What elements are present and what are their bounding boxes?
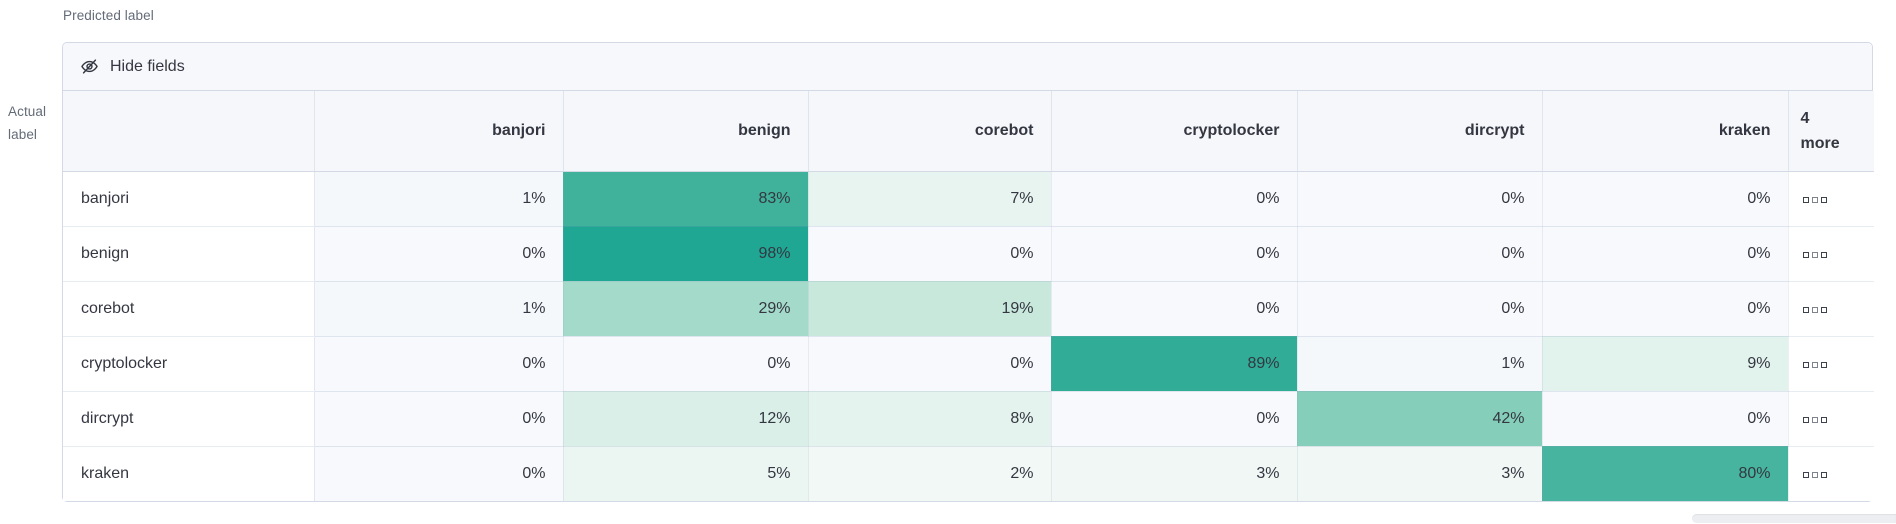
matrix-cell: 0% [808, 226, 1052, 282]
table-row-benign: benign 0% 98% 0% 0% 0% 0% [63, 226, 1874, 282]
matrix-cell: 0% [808, 336, 1052, 392]
boxes-horizontal-icon [1802, 251, 1827, 258]
table-row-banjori: banjori 1% 83% 7% 0% 0% 0% [63, 171, 1874, 227]
more-columns-button[interactable] [1788, 281, 1874, 337]
row-label: kraken [63, 446, 315, 501]
matrix-cell: 42% [1297, 391, 1543, 447]
table-row-dircrypt: dircrypt 0% 12% 8% 0% 42% 0% [63, 391, 1874, 447]
header-corner-cell [63, 91, 315, 172]
matrix-cell: 0% [314, 226, 564, 282]
table-row-kraken: kraken 0% 5% 2% 3% 3% 80% [63, 446, 1874, 501]
row-label: dircrypt [63, 391, 315, 447]
actual-axis-label: Actual label [8, 100, 58, 146]
matrix-cell: 83% [563, 171, 809, 227]
matrix-cell: 0% [314, 446, 564, 501]
eye-closed-icon [81, 59, 98, 74]
matrix-cell: 1% [1297, 336, 1543, 392]
row-label: corebot [63, 281, 315, 337]
hide-fields-button[interactable]: Hide fields [63, 43, 1872, 91]
row-label: benign [63, 226, 315, 282]
matrix-cell: 3% [1297, 446, 1543, 501]
matrix-cell: 0% [1297, 171, 1543, 227]
matrix-cell: 19% [808, 281, 1052, 337]
matrix-cell: 0% [314, 391, 564, 447]
actual-axis-label-line1: Actual [8, 104, 47, 119]
confusion-matrix-table: banjori benign corebot cryptolocker dirc… [63, 91, 1874, 501]
column-header-banjori[interactable]: banjori [314, 91, 564, 172]
more-header-count: 4 [1800, 109, 1810, 127]
more-columns-button[interactable] [1788, 171, 1874, 227]
matrix-cell: 0% [1297, 281, 1543, 337]
predicted-axis-label: Predicted label [63, 8, 154, 23]
matrix-cell: 0% [1051, 171, 1298, 227]
matrix-cell: 5% [563, 446, 809, 501]
matrix-cell: 0% [1051, 226, 1298, 282]
column-header-kraken[interactable]: kraken [1542, 91, 1789, 172]
matrix-cell: 2% [808, 446, 1052, 501]
more-columns-button[interactable] [1788, 446, 1874, 501]
boxes-horizontal-icon [1802, 416, 1827, 423]
boxes-horizontal-icon [1802, 471, 1827, 478]
column-header-more[interactable]: 4 more [1788, 91, 1874, 172]
more-columns-button[interactable] [1788, 226, 1874, 282]
matrix-cell: 0% [1051, 391, 1298, 447]
confusion-matrix-panel: Hide fields banjori benign corebot crypt… [62, 42, 1874, 502]
matrix-cell: 0% [314, 336, 564, 392]
matrix-cell: 1% [314, 171, 564, 227]
row-label: banjori [63, 171, 315, 227]
column-header-cryptolocker[interactable]: cryptolocker [1051, 91, 1298, 172]
matrix-cell: 12% [563, 391, 809, 447]
matrix-cell: 0% [1051, 281, 1298, 337]
hide-fields-label: Hide fields [110, 57, 185, 75]
header-row: banjori benign corebot cryptolocker dirc… [63, 91, 1874, 172]
boxes-horizontal-icon [1802, 306, 1827, 313]
more-header-word: more [1800, 134, 1840, 152]
matrix-cell: 0% [1542, 281, 1789, 337]
table-row-corebot: corebot 1% 29% 19% 0% 0% 0% [63, 281, 1874, 337]
table-row-cryptolocker: cryptolocker 0% 0% 0% 89% 1% 9% [63, 336, 1874, 392]
matrix-cell: 1% [314, 281, 564, 337]
actual-axis-label-line2: label [8, 127, 38, 142]
column-header-benign[interactable]: benign [563, 91, 809, 172]
column-header-corebot[interactable]: corebot [808, 91, 1052, 172]
boxes-horizontal-icon [1802, 361, 1827, 368]
matrix-cell: 0% [1542, 391, 1789, 447]
matrix-cell: 80% [1542, 446, 1789, 501]
horizontal-scrollbar-thumb[interactable] [1692, 514, 1896, 523]
matrix-cell: 89% [1051, 336, 1298, 392]
more-columns-button[interactable] [1788, 336, 1874, 392]
matrix-cell: 3% [1051, 446, 1298, 501]
matrix-cell: 0% [563, 336, 809, 392]
matrix-cell: 8% [808, 391, 1052, 447]
matrix-cell: 98% [563, 226, 809, 282]
matrix-cell: 0% [1297, 226, 1543, 282]
row-label: cryptolocker [63, 336, 315, 392]
matrix-cell: 7% [808, 171, 1052, 227]
column-header-dircrypt[interactable]: dircrypt [1297, 91, 1543, 172]
matrix-cell: 0% [1542, 226, 1789, 282]
matrix-cell: 29% [563, 281, 809, 337]
matrix-cell: 9% [1542, 336, 1789, 392]
matrix-cell: 0% [1542, 171, 1789, 227]
more-columns-button[interactable] [1788, 391, 1874, 447]
boxes-horizontal-icon [1802, 196, 1827, 203]
